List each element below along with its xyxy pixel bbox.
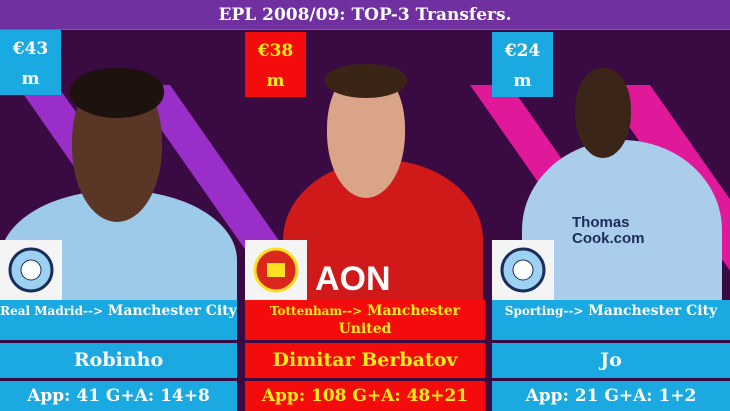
player-card-jo: Thomas Cook.com €24 m Sporting--> Manches… [492, 30, 730, 411]
manchester-city-crest-icon [492, 240, 554, 300]
player-card-berbatov: AON €38 m Tottenham--> Manchester United … [245, 30, 485, 411]
fee-amount: €24 [504, 41, 541, 61]
transfer-fee-badge: €43 m [0, 30, 61, 95]
shirt-sponsor: Thomas Cook.com [572, 214, 645, 247]
to-club: Manchester United [338, 303, 461, 337]
transfer-route: Sporting--> Manchester City [492, 300, 730, 340]
from-club: Tottenham--> [269, 304, 363, 318]
fee-amount: €38 [257, 41, 294, 61]
fee-unit: m [513, 71, 532, 91]
player-name: Dimitar Berbatov [245, 343, 485, 378]
to-club: Manchester City [107, 303, 237, 319]
manchester-united-crest-icon [245, 240, 307, 300]
player-name: Robinho [0, 343, 237, 378]
transfer-route: Tottenham--> Manchester United [245, 300, 485, 340]
transfer-route: Real Madrid--> Manchester City [0, 300, 237, 340]
from-club: Real Madrid--> [0, 304, 104, 318]
page-title: EPL 2008/09: TOP-3 Transfers. [0, 0, 730, 30]
to-club: Manchester City [588, 303, 718, 319]
from-club: Sporting--> [504, 304, 584, 318]
fee-amount: €43 [12, 39, 49, 59]
transfer-fee-badge: €38 m [245, 32, 306, 97]
player-name: Jo [492, 343, 730, 378]
fee-unit: m [21, 69, 40, 89]
player-stats: App: 108 G+A: 48+21 [245, 381, 485, 411]
transfer-fee-badge: €24 m [492, 32, 553, 97]
player-photo: Thomas Cook.com [492, 30, 730, 300]
player-card-robinho: €43 m Real Madrid--> Manchester City Robi… [0, 30, 237, 411]
player-stats: App: 41 G+A: 14+8 [0, 381, 237, 411]
player-photo: AON [245, 30, 485, 300]
shirt-sponsor: AON [315, 260, 391, 298]
manchester-city-crest-icon [0, 240, 62, 300]
fee-unit: m [266, 71, 285, 91]
player-stats: App: 21 G+A: 1+2 [492, 381, 730, 411]
